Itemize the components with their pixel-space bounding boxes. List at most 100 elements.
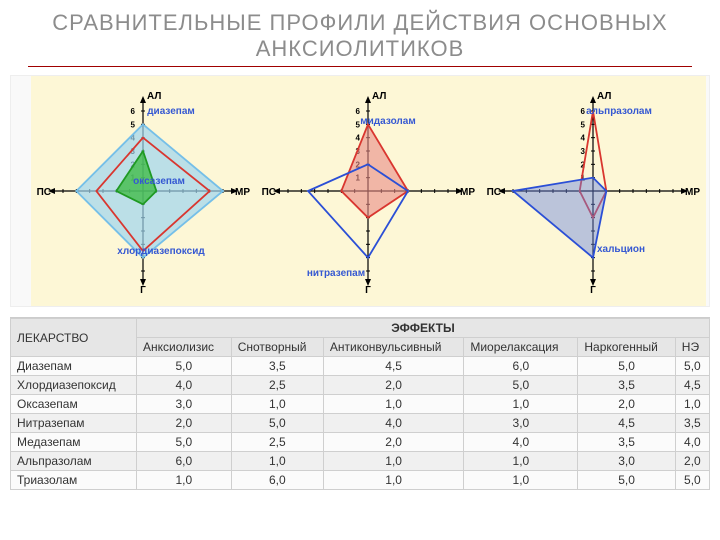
- svg-text:альпразолам: альпразолам: [586, 106, 652, 117]
- drug-cell: Альпразолам: [11, 452, 137, 471]
- svg-text:диазепам: диазепам: [147, 106, 195, 117]
- svg-text:МР: МР: [235, 187, 250, 198]
- value-cell: 5,0: [578, 357, 675, 376]
- table-row: Нитразепам2,05,04,03,04,53,5: [11, 414, 710, 433]
- drug-cell: Диазепам: [11, 357, 137, 376]
- svg-text:6: 6: [131, 107, 136, 116]
- value-cell: 5,0: [136, 433, 231, 452]
- table-row: Альпразолам6,01,01,01,03,02,0: [11, 452, 710, 471]
- value-cell: 6,0: [231, 471, 323, 490]
- svg-text:мидазолам: мидазолам: [360, 116, 415, 127]
- drug-cell: Триазолам: [11, 471, 137, 490]
- title-underline: [28, 66, 692, 67]
- svg-text:ПС: ПС: [262, 187, 276, 198]
- drug-cell: Нитразепам: [11, 414, 137, 433]
- col-header: Миорелаксация: [464, 338, 578, 357]
- value-cell: 2,5: [231, 433, 323, 452]
- value-cell: 4,0: [136, 376, 231, 395]
- col-header: Антиконвульсивный: [323, 338, 464, 357]
- effects-table-wrap: ЛЕКАРСТВО ЭФФЕКТЫ АнксиолизисСнотворныйА…: [10, 317, 710, 528]
- svg-text:4: 4: [581, 134, 586, 143]
- svg-text:АЛ: АЛ: [372, 91, 386, 102]
- value-cell: 1,0: [464, 452, 578, 471]
- value-cell: 3,5: [675, 414, 709, 433]
- radar-charts-row: 123456АЛМРГПСдиазепамхлордиазепоксидокса…: [10, 75, 710, 307]
- value-cell: 3,0: [578, 452, 675, 471]
- page-title: СРАВНИТЕЛЬНЫЕ ПРОФИЛИ ДЕЙСТВИЯ ОСНОВНЫХ …: [0, 0, 720, 66]
- col-effects-header: ЭФФЕКТЫ: [136, 319, 709, 338]
- value-cell: 2,0: [136, 414, 231, 433]
- value-cell: 4,0: [464, 433, 578, 452]
- value-cell: 5,0: [136, 357, 231, 376]
- value-cell: 3,5: [231, 357, 323, 376]
- svg-text:хлордиазепоксид: хлордиазепоксид: [117, 246, 205, 257]
- svg-text:ПС: ПС: [487, 187, 501, 198]
- value-cell: 1,0: [323, 452, 464, 471]
- value-cell: 3,5: [578, 376, 675, 395]
- svg-text:Г: Г: [365, 285, 371, 296]
- value-cell: 1,0: [464, 395, 578, 414]
- value-cell: 1,0: [231, 395, 323, 414]
- value-cell: 1,0: [231, 452, 323, 471]
- svg-text:5: 5: [581, 120, 586, 129]
- drug-cell: Медазепам: [11, 433, 137, 452]
- value-cell: 6,0: [464, 357, 578, 376]
- col-header: Анксиолизис: [136, 338, 231, 357]
- svg-text:5: 5: [131, 120, 136, 129]
- drug-cell: Оксазепам: [11, 395, 137, 414]
- value-cell: 5,0: [675, 471, 709, 490]
- svg-text:оксазепам: оксазепам: [133, 176, 185, 187]
- value-cell: 5,0: [231, 414, 323, 433]
- value-cell: 3,0: [464, 414, 578, 433]
- value-cell: 4,5: [675, 376, 709, 395]
- value-cell: 4,5: [578, 414, 675, 433]
- value-cell: 2,0: [323, 433, 464, 452]
- svg-text:МР: МР: [460, 187, 475, 198]
- drug-cell: Хлордиазепоксид: [11, 376, 137, 395]
- svg-text:хальцион: хальцион: [597, 244, 645, 255]
- col-header: НЭ: [675, 338, 709, 357]
- value-cell: 2,5: [231, 376, 323, 395]
- radar-plot-1: 123456АЛМРГПСдиазепамхлордиазепоксидокса…: [31, 76, 256, 306]
- svg-text:6: 6: [581, 107, 586, 116]
- col-header: Наркогенный: [578, 338, 675, 357]
- svg-text:Г: Г: [590, 285, 596, 296]
- svg-text:нитразепам: нитразепам: [307, 268, 365, 279]
- value-cell: 4,0: [323, 414, 464, 433]
- col-header: Снотворный: [231, 338, 323, 357]
- value-cell: 1,0: [323, 471, 464, 490]
- value-cell: 5,0: [675, 357, 709, 376]
- value-cell: 5,0: [464, 376, 578, 395]
- value-cell: 3,5: [578, 433, 675, 452]
- svg-text:6: 6: [356, 107, 361, 116]
- svg-text:4: 4: [356, 134, 361, 143]
- svg-text:3: 3: [581, 147, 586, 156]
- svg-text:АЛ: АЛ: [597, 91, 611, 102]
- table-row: Триазолам1,06,01,01,05,05,0: [11, 471, 710, 490]
- value-cell: 6,0: [136, 452, 231, 471]
- value-cell: 2,0: [675, 452, 709, 471]
- value-cell: 4,0: [675, 433, 709, 452]
- radar-plot-3: 123456АЛМРГПСальпразоламхальцион: [481, 76, 706, 306]
- table-row: Оксазепам3,01,01,01,02,01,0: [11, 395, 710, 414]
- value-cell: 4,5: [323, 357, 464, 376]
- value-cell: 5,0: [578, 471, 675, 490]
- svg-text:АЛ: АЛ: [147, 91, 161, 102]
- value-cell: 1,0: [675, 395, 709, 414]
- col-drug-header: ЛЕКАРСТВО: [11, 319, 137, 357]
- effects-table: ЛЕКАРСТВО ЭФФЕКТЫ АнксиолизисСнотворныйА…: [10, 318, 710, 490]
- value-cell: 2,0: [578, 395, 675, 414]
- svg-text:Г: Г: [140, 285, 146, 296]
- table-row: Хлордиазепоксид4,02,52,05,03,54,5: [11, 376, 710, 395]
- table-row: Медазепам5,02,52,04,03,54,0: [11, 433, 710, 452]
- value-cell: 2,0: [323, 376, 464, 395]
- value-cell: 1,0: [136, 471, 231, 490]
- radar-plot-2: 123456АЛМРГПСмидазоламнитразепам: [256, 76, 481, 306]
- value-cell: 1,0: [323, 395, 464, 414]
- table-row: Диазепам5,03,54,56,05,05,0: [11, 357, 710, 376]
- value-cell: 1,0: [464, 471, 578, 490]
- svg-text:ПС: ПС: [37, 187, 51, 198]
- value-cell: 3,0: [136, 395, 231, 414]
- effects-tbody: Диазепам5,03,54,56,05,05,0Хлордиазепокси…: [11, 357, 710, 490]
- svg-text:МР: МР: [685, 187, 700, 198]
